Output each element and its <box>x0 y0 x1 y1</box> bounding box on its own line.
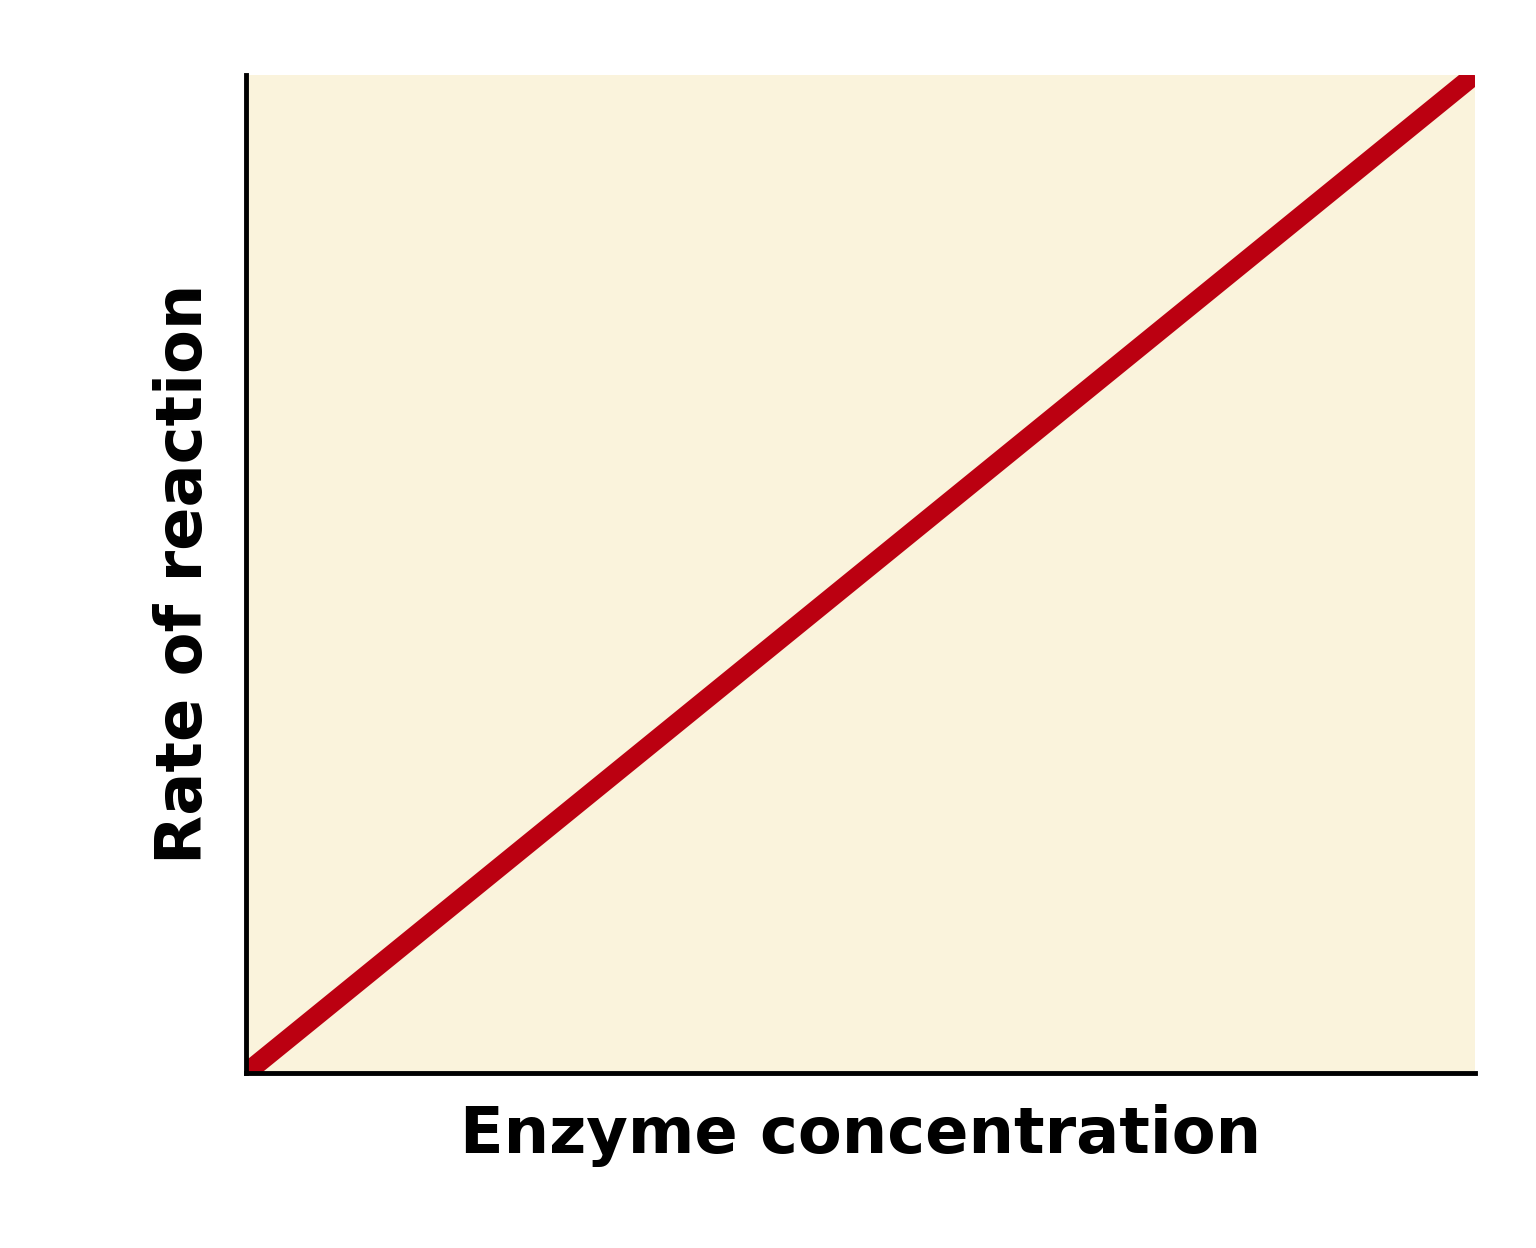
X-axis label: Enzyme concentration: Enzyme concentration <box>459 1103 1261 1167</box>
Y-axis label: Rate of reaction: Rate of reaction <box>154 283 215 865</box>
